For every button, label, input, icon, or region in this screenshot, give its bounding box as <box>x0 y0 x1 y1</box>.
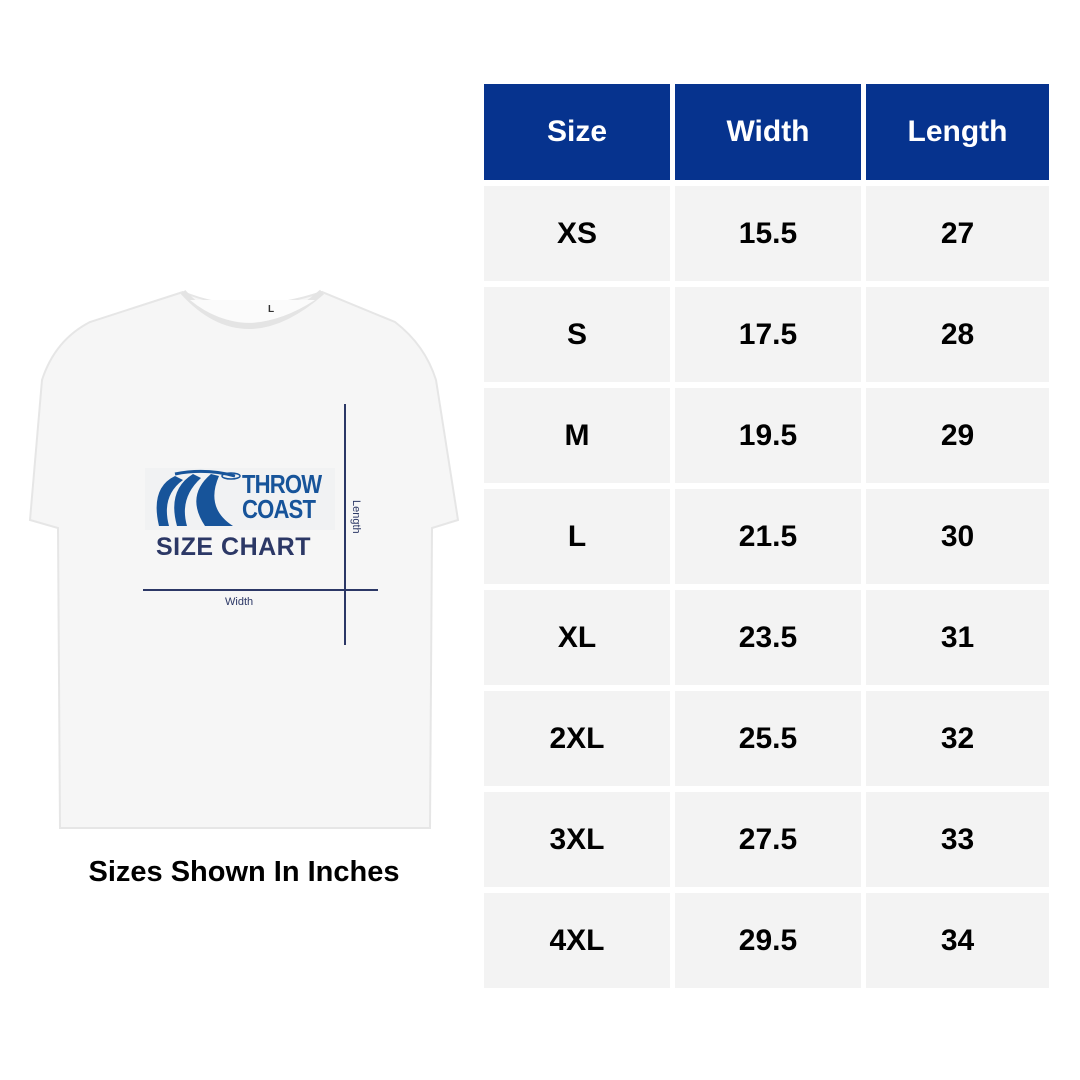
cell-size: 3XL <box>484 792 670 887</box>
length-label: Length <box>350 500 362 534</box>
cell-width: 23.5 <box>675 590 861 685</box>
cell-length: 28 <box>866 287 1049 382</box>
cell-width: 29.5 <box>675 893 861 988</box>
cell-length: 27 <box>866 186 1049 281</box>
header-size: Size <box>484 84 670 180</box>
cell-length: 30 <box>866 489 1049 584</box>
header-length: Length <box>866 84 1049 180</box>
cell-size: 4XL <box>484 893 670 988</box>
cell-size: S <box>484 287 670 382</box>
cell-width: 15.5 <box>675 186 861 281</box>
wave-logo-icon <box>156 469 241 526</box>
cell-width: 17.5 <box>675 287 861 382</box>
size-chart-title: SIZE CHART <box>156 533 311 561</box>
cell-size: M <box>484 388 670 483</box>
cell-size: 2XL <box>484 691 670 786</box>
size-tag: L <box>268 304 275 315</box>
cell-length: 34 <box>866 893 1049 988</box>
cell-size: L <box>484 489 670 584</box>
cell-length: 29 <box>866 388 1049 483</box>
cell-width: 19.5 <box>675 388 861 483</box>
brand-line-2: COAST <box>242 494 316 524</box>
header-width: Width <box>675 84 861 180</box>
cell-length: 32 <box>866 691 1049 786</box>
size-table: Size Width Length XS 15.5 27 S 17.5 28 M 19.5 29… <box>484 84 1049 988</box>
cell-length: 33 <box>866 792 1049 887</box>
cell-width: 21.5 <box>675 489 861 584</box>
brand-line-1: THROW <box>242 469 322 499</box>
units-caption: Sizes Shown In Inches <box>88 856 400 888</box>
brand-logo <box>145 468 335 530</box>
brand-name: THROW COAST <box>242 469 322 524</box>
tshirt-illustration <box>28 289 460 829</box>
cell-length: 31 <box>866 590 1049 685</box>
cell-width: 25.5 <box>675 691 861 786</box>
cell-width: 27.5 <box>675 792 861 887</box>
width-label: Width <box>225 596 254 608</box>
cell-size: XL <box>484 590 670 685</box>
cell-size: XS <box>484 186 670 281</box>
